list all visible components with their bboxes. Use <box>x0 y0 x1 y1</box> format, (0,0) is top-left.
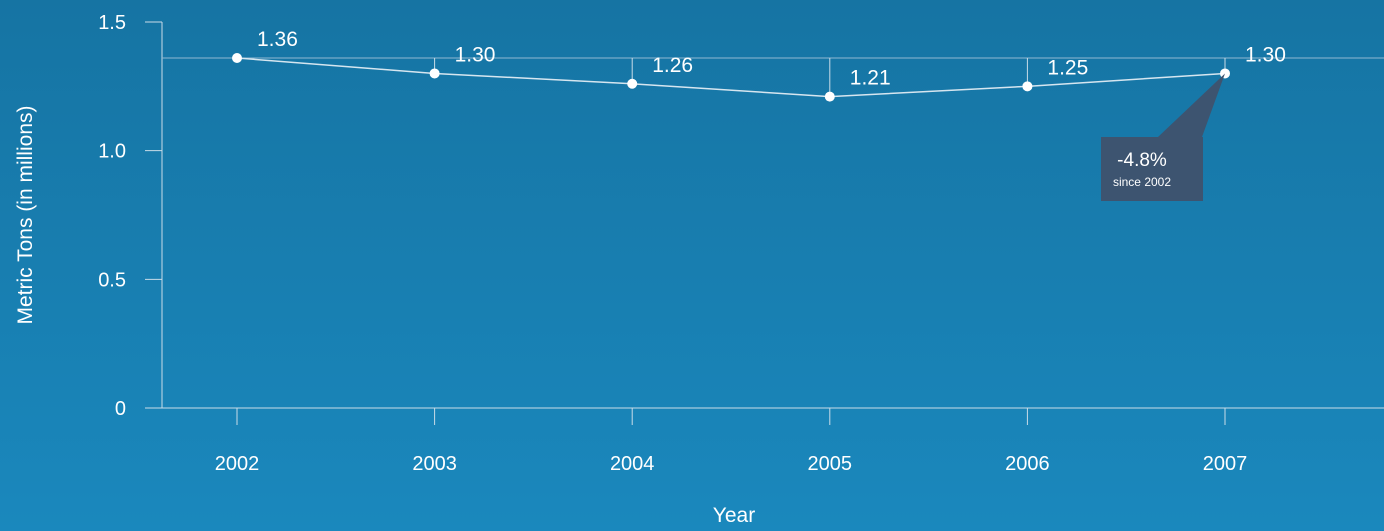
series-line <box>236 57 1226 98</box>
x-tick-label: 2006 <box>1005 453 1050 475</box>
data-points <box>232 53 1230 102</box>
x-axis-title: Year <box>713 504 755 527</box>
x-tick-label: 2005 <box>808 453 853 475</box>
callout-pointer <box>1158 73 1225 137</box>
data-drop-lines <box>434 58 1226 97</box>
x-tick-label: 2003 <box>412 453 457 475</box>
y-axis-title: Metric Tons (in millions) <box>14 106 37 325</box>
data-label: 1.30 <box>455 43 496 66</box>
data-point <box>429 68 440 79</box>
data-point <box>627 78 638 89</box>
callout-value: -4.8% <box>1117 150 1167 171</box>
x-axis-ticks: 2002 2003 2004 2005 2006 2007 <box>215 408 1248 475</box>
data-point <box>1022 81 1033 92</box>
data-label: 1.25 <box>1047 56 1088 79</box>
x-tick-label: 2007 <box>1203 453 1248 475</box>
callout-text: since 2002 <box>1113 175 1171 189</box>
y-tick-label: 0 <box>115 398 126 420</box>
data-point <box>824 91 835 102</box>
data-label: 1.21 <box>850 67 891 90</box>
callout-box <box>1101 137 1203 201</box>
y-tick-label: 1.5 <box>98 12 126 34</box>
y-tick-label: 0.5 <box>98 269 126 291</box>
y-axis-ticks: 0 0.5 1.0 1.5 <box>98 12 162 420</box>
data-point <box>232 53 242 64</box>
data-label: 1.30 <box>1245 43 1286 66</box>
x-tick-label: 2002 <box>215 453 260 475</box>
data-label: 1.26 <box>652 54 693 77</box>
data-labels: 1.36 1.30 1.26 1.21 1.25 1.30 <box>257 28 1286 90</box>
data-label: 1.36 <box>257 28 298 51</box>
change-callout: -4.8% since 2002 <box>1101 73 1225 201</box>
y-tick-label: 1.0 <box>98 141 126 163</box>
x-tick-label: 2004 <box>610 453 655 475</box>
